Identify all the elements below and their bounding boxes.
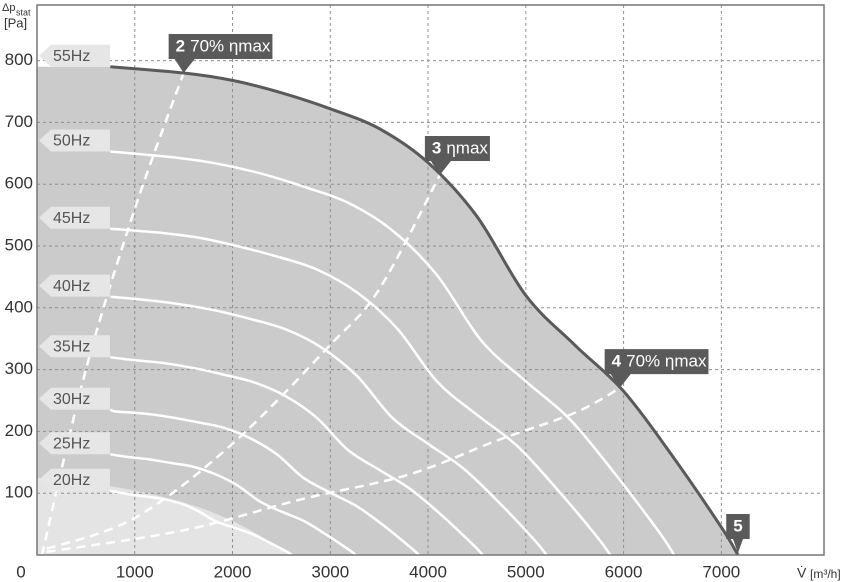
y-tick-label: 400 — [5, 297, 33, 316]
x-tick-label: 5000 — [507, 562, 545, 581]
frequency-curve — [110, 227, 612, 556]
x-axis-symbol: V̇ — [797, 565, 807, 581]
tag-label: 70% ηmax — [190, 37, 271, 56]
tag-box — [726, 514, 750, 553]
frequency-label: 25Hz — [53, 435, 90, 452]
x-tick-label: 3000 — [311, 562, 349, 581]
y-axis-symbol: Δp — [2, 2, 15, 14]
tag-label: ηmax — [446, 139, 488, 158]
y-tick-label: 500 — [5, 235, 33, 254]
y-axis-subscript: stat — [16, 7, 31, 17]
x-tick-label: 6000 — [605, 562, 643, 581]
annotation-tag: 5 — [726, 514, 750, 553]
frequency-curve — [109, 408, 420, 556]
frequency-curve — [110, 65, 740, 556]
tag-text: 5 — [733, 517, 742, 536]
efficiency-line — [46, 387, 621, 554]
frequency-tag — [39, 129, 110, 152]
efficiency-line — [46, 174, 442, 550]
frequency-curve — [110, 150, 676, 556]
tag-number: 2 — [176, 37, 185, 56]
annotation-tag: 3 ηmax — [424, 135, 490, 175]
frequency-tag — [39, 274, 110, 297]
tag-number: 5 — [733, 517, 742, 536]
frequency-curve — [110, 453, 357, 556]
tag-text: 4 70% ηmax — [612, 352, 707, 371]
operating-area — [37, 66, 738, 555]
y-tick-label: 800 — [5, 50, 33, 69]
frequency-label: 35Hz — [53, 338, 90, 355]
tag-box — [604, 349, 709, 389]
x-tick-label: 1000 — [116, 562, 154, 581]
frequency-tag — [39, 206, 110, 229]
frequency-label: 45Hz — [53, 210, 90, 227]
y-tick-label: 200 — [5, 421, 33, 440]
frequency-tag — [39, 335, 110, 358]
x-axis-unit: [m³/h] — [810, 567, 841, 581]
y-axis-unit: [Pa] — [4, 15, 27, 30]
frequency-tag — [39, 387, 110, 410]
y-tick-label: 100 — [5, 483, 33, 502]
frequency-curve — [110, 295, 548, 556]
frequency-label: 20Hz — [53, 472, 90, 489]
tag-label: 70% ηmax — [626, 352, 707, 371]
plot-frame — [36, 4, 825, 556]
frequency-label: 55Hz — [53, 48, 90, 65]
tag-text: 3 ηmax — [432, 139, 489, 158]
x-tick-label: 0 — [16, 562, 25, 581]
tag-box — [168, 33, 273, 73]
frequency-label: 40Hz — [53, 278, 90, 295]
y-tick-label: 700 — [5, 112, 33, 131]
frequency-tag — [39, 468, 110, 491]
frequency-label: 30Hz — [53, 391, 90, 408]
tag-box — [424, 135, 490, 175]
x-tick-label: 2000 — [214, 562, 252, 581]
frequency-tag — [39, 432, 110, 455]
tag-number: 4 — [612, 352, 622, 371]
y-tick-label: 600 — [5, 174, 33, 193]
light-region — [37, 477, 292, 555]
tag-text: 2 70% ηmax — [176, 37, 271, 56]
x-tick-label: 7000 — [702, 562, 740, 581]
frequency-tag — [39, 44, 110, 67]
annotation-tag: 2 70% ηmax — [168, 33, 273, 73]
frequency-curve — [110, 489, 293, 557]
annotation-tag: 4 70% ηmax — [604, 349, 709, 389]
frequency-curve — [110, 355, 484, 556]
tag-number: 3 — [432, 139, 441, 158]
y-tick-label: 300 — [5, 359, 33, 378]
frequency-label: 50Hz — [53, 133, 90, 150]
x-tick-label: 4000 — [409, 562, 447, 581]
